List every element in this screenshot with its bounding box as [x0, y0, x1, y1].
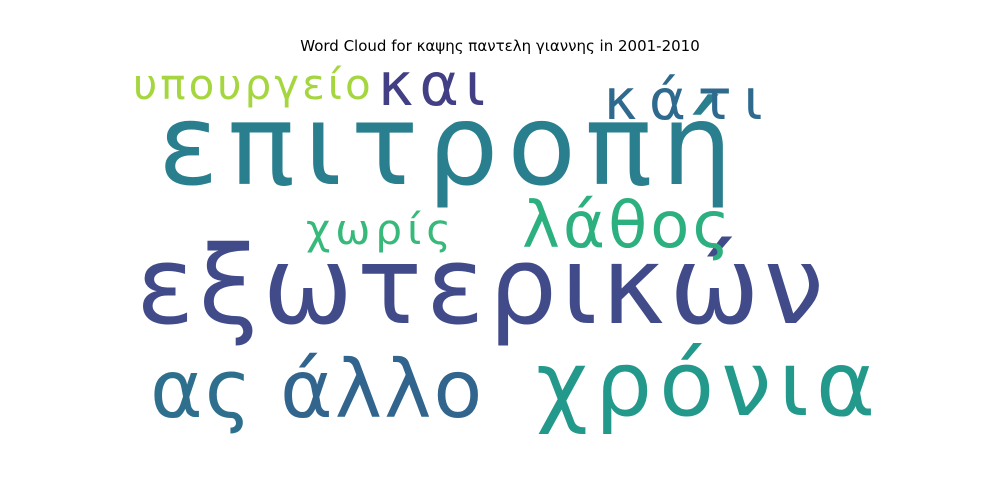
- cloud-word: άλλο: [280, 343, 485, 436]
- cloud-word: κάτι: [604, 68, 775, 133]
- cloud-word: εξωτερικών: [136, 224, 828, 349]
- chart-title: Word Cloud for καψης παντελη γιαννης in …: [300, 37, 700, 55]
- cloud-word: υπουργείο: [133, 60, 374, 109]
- cloud-word: επιτροπή: [158, 81, 742, 211]
- cloud-word: χρόνια: [536, 332, 883, 437]
- cloud-word: λάθος: [522, 189, 733, 263]
- cloud-word: χωρίς: [306, 205, 456, 254]
- cloud-word: και: [378, 50, 492, 120]
- cloud-word: ας: [150, 343, 254, 436]
